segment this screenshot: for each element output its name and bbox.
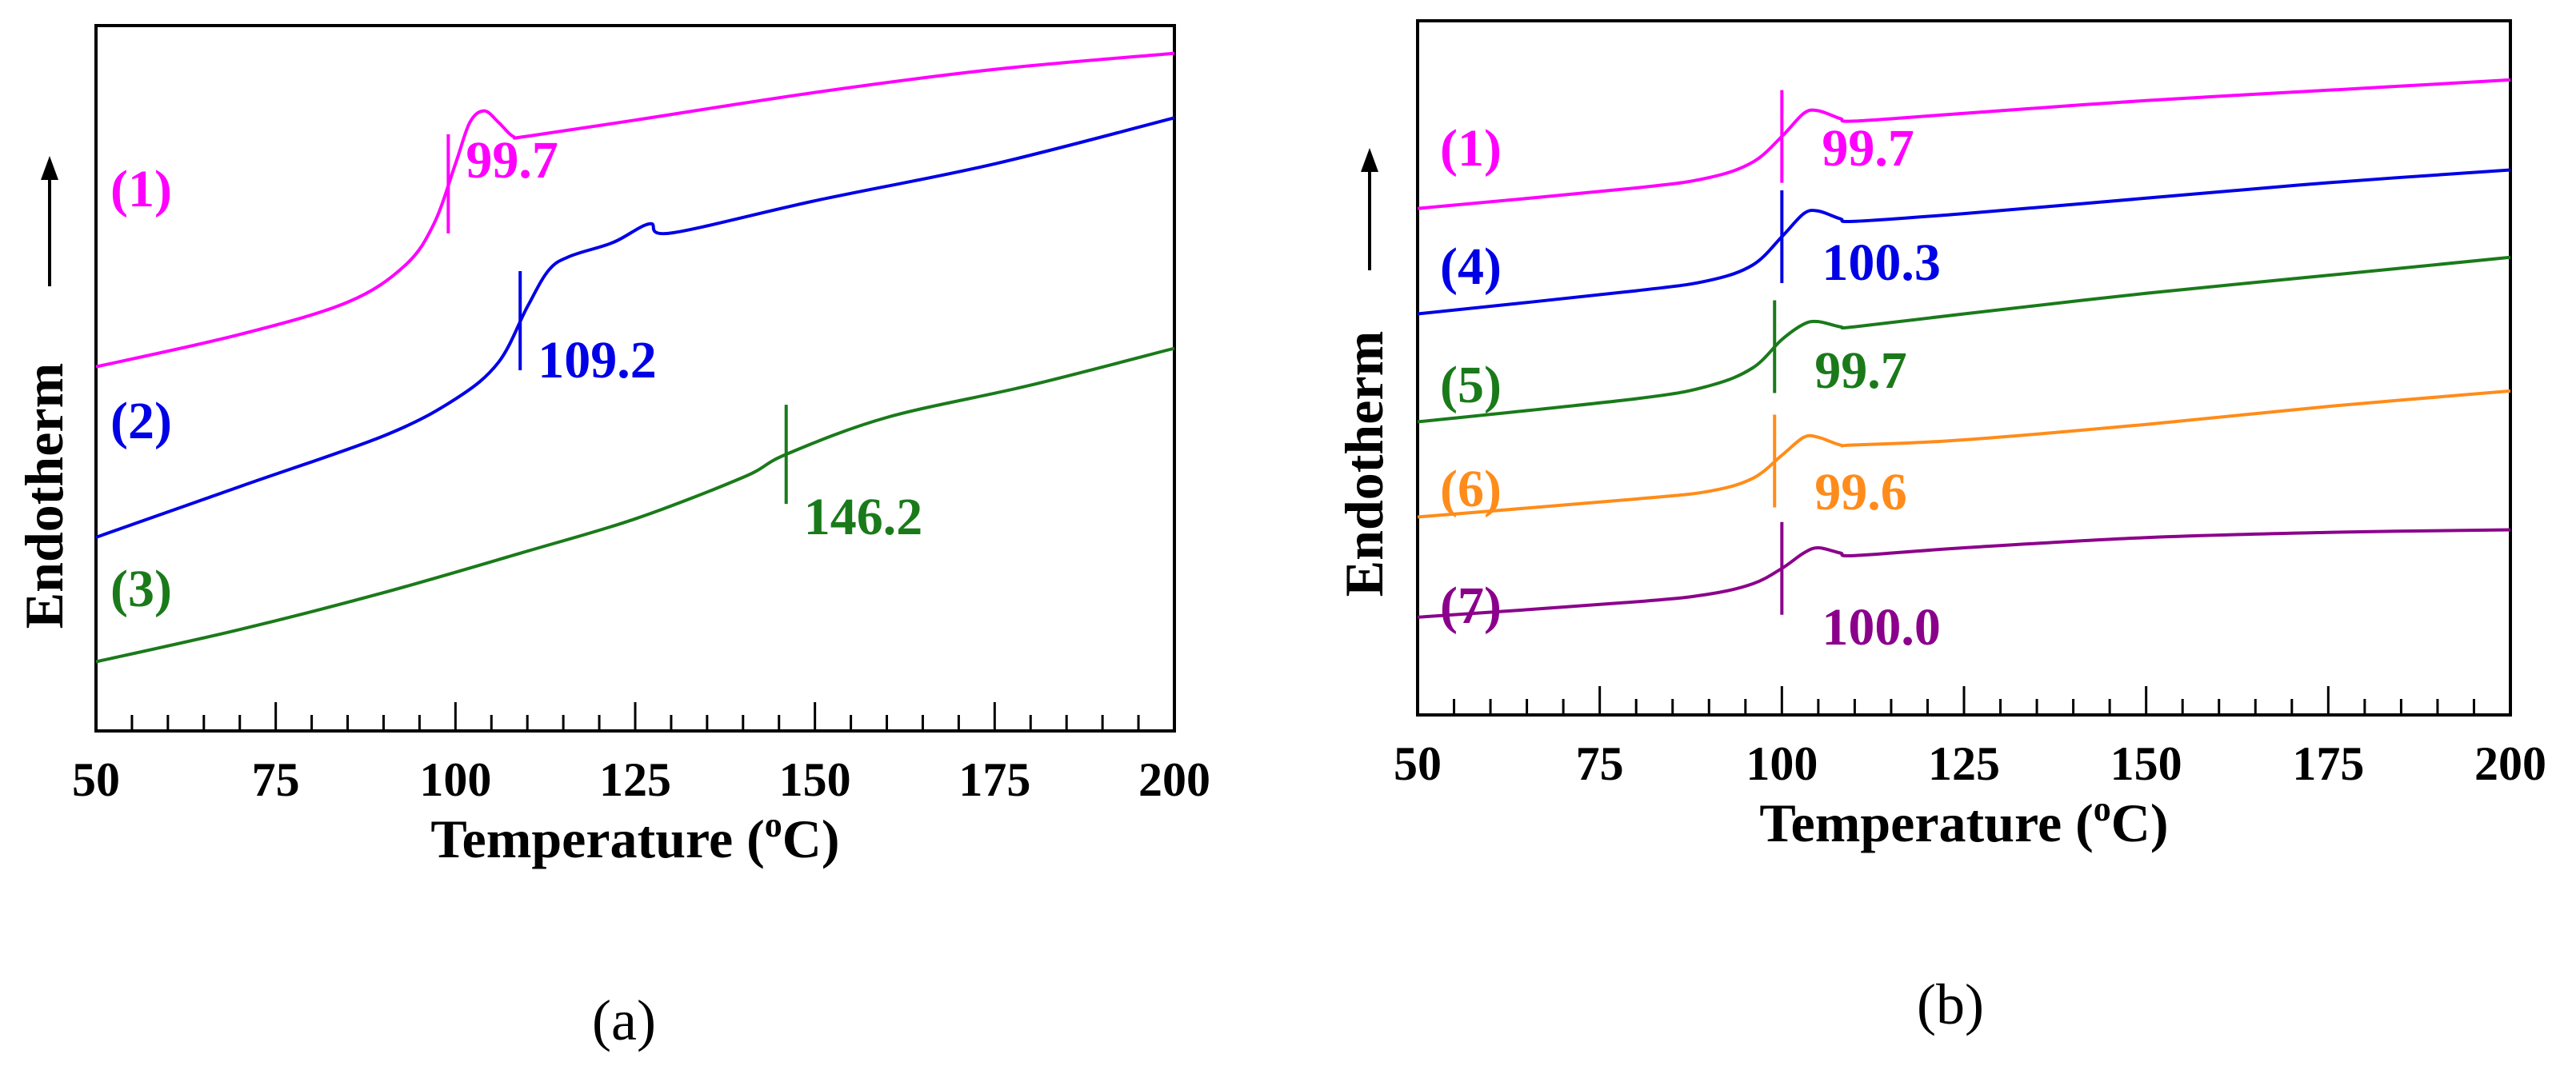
panel-b-x-axis-title: Temperature (oC) xyxy=(1759,789,2168,853)
curve-1 xyxy=(95,51,1175,369)
curve-name-label: (1) xyxy=(110,160,172,218)
panel-b-labels: 99.7 (1) 100.3 (4) 99.7 (5) 99.6 (6) 100.0 (7) xyxy=(1440,119,1941,657)
tg-value-label: 109.2 xyxy=(538,331,657,389)
x-tick-label: 75 xyxy=(1576,737,1624,790)
curve-4 xyxy=(1417,168,2511,316)
x-tick-label: 150 xyxy=(2110,737,2182,790)
curve-6 xyxy=(1417,389,2511,519)
curve-name-label: (4) xyxy=(1440,238,1502,296)
tg-value-label: 99.6 xyxy=(1814,463,1907,521)
curve-1 xyxy=(1417,78,2511,210)
curve-name-label: (5) xyxy=(1440,356,1502,414)
panel-b-label: (b) xyxy=(1917,972,1984,1036)
curve-5 xyxy=(1417,255,2511,424)
tg-value-label: 99.7 xyxy=(1822,119,1914,178)
x-tick-label: 50 xyxy=(72,753,120,806)
panel-a-x-ticks: 50 75 100 125 150 175 200 xyxy=(72,702,1210,806)
x-tick-label: 175 xyxy=(2292,737,2364,790)
tg-value-label: 100.0 xyxy=(1822,598,1941,657)
x-tick-label: 100 xyxy=(419,753,491,806)
x-tick-label: 175 xyxy=(958,753,1030,806)
curve-name-label: (7) xyxy=(1440,577,1502,635)
x-tick-label: 50 xyxy=(1394,737,1442,790)
curve-2 xyxy=(95,116,1175,539)
curve-name-label: (6) xyxy=(1440,460,1502,518)
tg-value-label: 146.2 xyxy=(804,488,923,546)
curve-name-label: (1) xyxy=(1440,119,1502,178)
x-tick-label: 100 xyxy=(1746,737,1818,790)
panel-a-label: (a) xyxy=(592,988,656,1052)
panel-a-x-axis-title: Temperature (oC) xyxy=(430,805,839,869)
tg-value-label: 99.7 xyxy=(466,131,558,190)
x-tick-label: 200 xyxy=(1138,753,1210,806)
panel-a: 50 75 100 125 150 175 200 99.7 (1) 109.2 (2) 146.2… xyxy=(14,24,1210,1052)
x-tick-label: 150 xyxy=(779,753,851,806)
panel-a-labels: 99.7 (1) 109.2 (2) 146.2 (3) xyxy=(110,131,922,618)
panel-b-curves xyxy=(1417,78,2511,619)
x-tick-label: 125 xyxy=(599,753,671,806)
curve-7 xyxy=(1417,528,2511,619)
panel-b-frame xyxy=(1416,19,2512,717)
panel-a-curves xyxy=(95,51,1175,664)
tg-value-label: 99.7 xyxy=(1814,341,1907,400)
panel-b-x-ticks: 50 75 100 125 150 175 200 xyxy=(1394,686,2546,790)
curve-3 xyxy=(95,346,1175,664)
x-tick-label: 200 xyxy=(2474,737,2546,790)
x-tick-label: 75 xyxy=(252,753,300,806)
curve-name-label: (3) xyxy=(110,560,172,618)
curve-name-label: (2) xyxy=(110,392,172,450)
panel-b-y-axis-title: Endotherm xyxy=(1334,331,1394,597)
panel-a-y-axis-title: Endotherm xyxy=(14,363,74,629)
x-tick-label: 125 xyxy=(1928,737,2000,790)
tg-value-label: 100.3 xyxy=(1822,234,1941,292)
panel-b-y-arrow xyxy=(1361,148,1378,270)
panel-a-y-arrow xyxy=(41,156,58,286)
panel-b: 50 75 100 125 150 175 200 99.7 (1) 100.3 (4) 99.7 (… xyxy=(1334,19,2546,1036)
